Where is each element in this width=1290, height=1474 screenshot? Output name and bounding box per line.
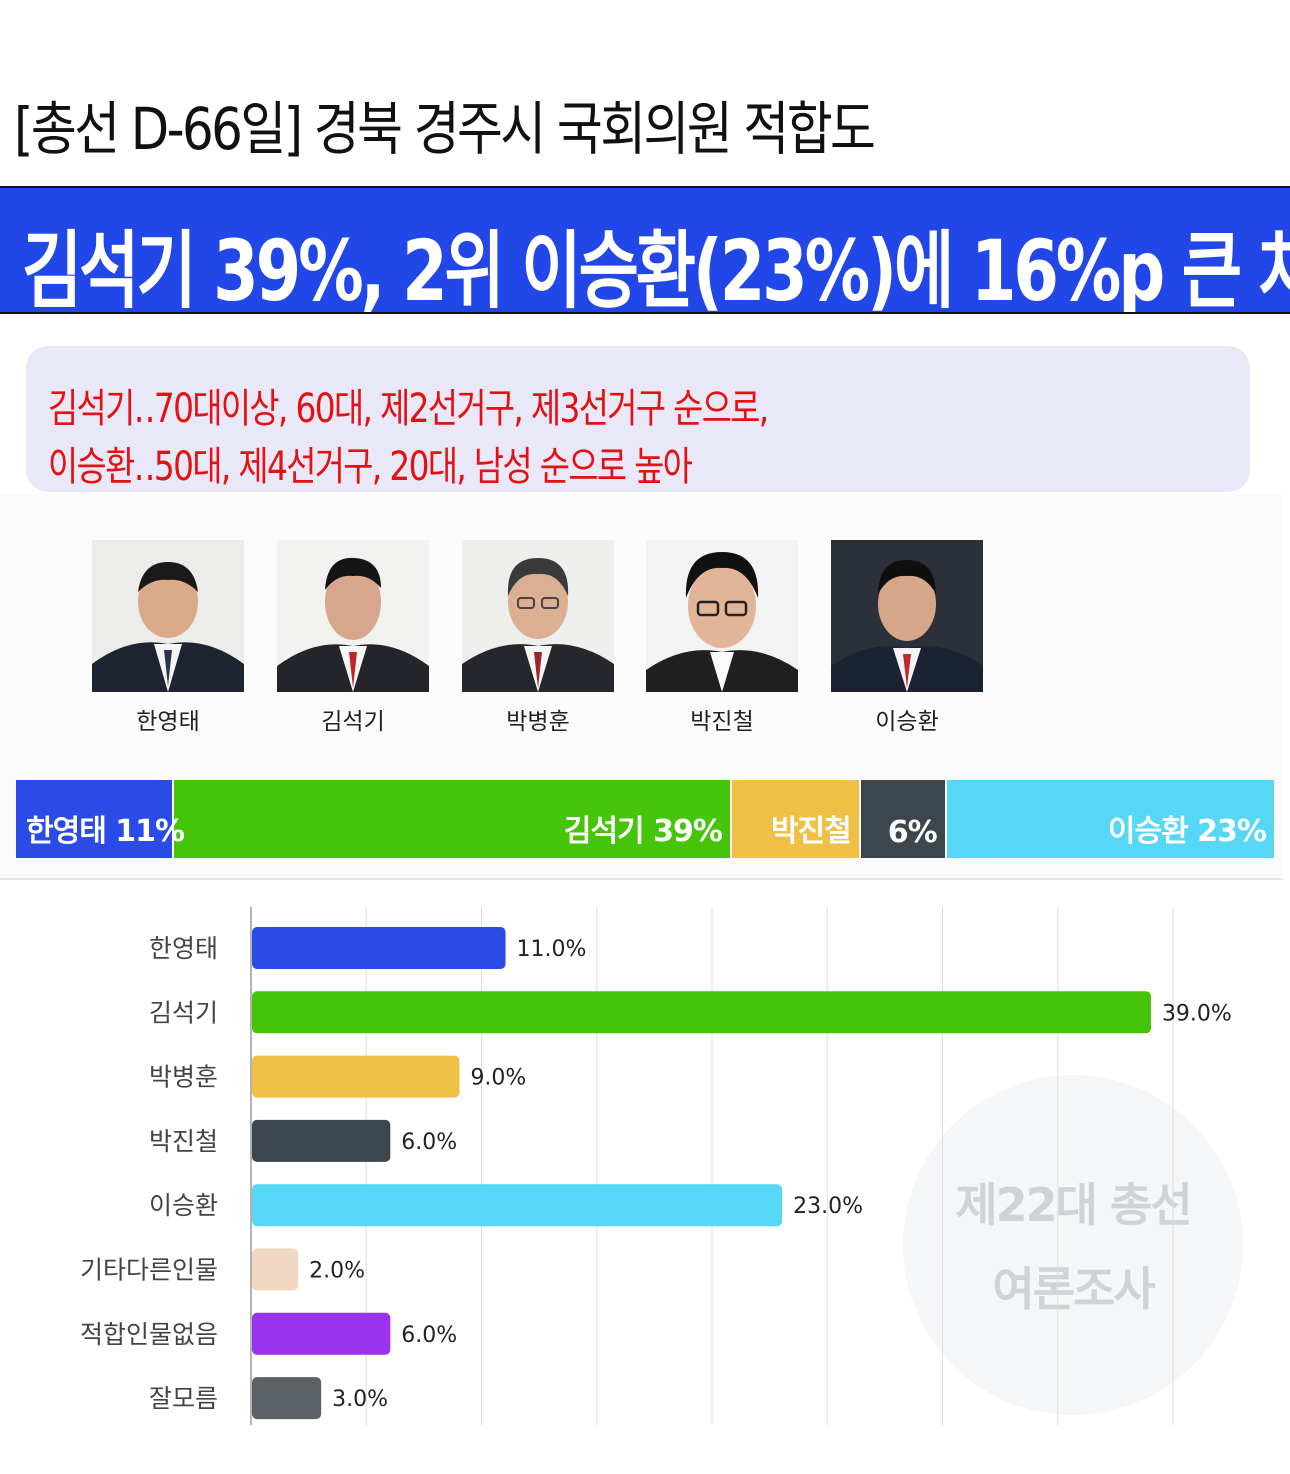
watermark-line-1: 제22대 총선 xyxy=(955,1178,1192,1232)
stacked-segment: 이승환 23% xyxy=(946,780,1274,858)
value-label: 6.0% xyxy=(401,1130,457,1155)
summary-line-2: 이승환‥50대, 제4선거구, 20대, 남성 순으로 높아 xyxy=(48,444,693,490)
category-label: 잘모름 xyxy=(149,1384,218,1413)
value-label: 39.0% xyxy=(1162,1001,1232,1026)
headline-text: 김석기 39%, 2위 이승환(23%)에 16%p 큰 차이 선두 xyxy=(22,222,1290,314)
candidate-name: 박병훈 xyxy=(506,709,570,735)
summary-line-1: 김석기‥70대이상, 60대, 제2선거구, 제3선거구 순으로, xyxy=(48,386,769,432)
value-label: 6.0% xyxy=(401,1323,457,1348)
category-label: 박병훈 xyxy=(149,1063,218,1092)
value-label: 11.0% xyxy=(517,937,587,962)
category-label: 박진철 xyxy=(149,1127,218,1156)
bar xyxy=(252,1312,391,1355)
candidate-name: 박진철 xyxy=(690,709,754,735)
category-label: 김석기 xyxy=(149,998,218,1027)
candidate-photo xyxy=(462,540,614,692)
stacked-segment-label: 박진철 xyxy=(770,814,852,849)
category-label: 한영태 xyxy=(149,934,218,963)
bar xyxy=(252,927,506,969)
stacked-share-bar: 한영태 11% 김석기 39% 박진철 6% 이승환 23% xyxy=(16,780,1276,858)
candidate-photo xyxy=(277,540,429,692)
value-label: 2.0% xyxy=(309,1259,365,1284)
category-label: 적합인물없음 xyxy=(80,1320,218,1349)
candidate-photo xyxy=(92,540,244,692)
candidate-name: 김석기 xyxy=(321,709,385,735)
stacked-segment: 김석기 39% xyxy=(173,780,730,858)
bar xyxy=(252,1055,460,1098)
bar xyxy=(252,1248,299,1291)
headline-banner: 김석기 39%, 2위 이승환(23%)에 16%p 큰 차이 선두 xyxy=(0,186,1290,314)
stacked-segment-label: 이승환 23% xyxy=(1107,814,1267,849)
candidate-photo xyxy=(646,540,798,692)
value-label: 3.0% xyxy=(332,1387,388,1412)
summary-box: 김석기‥70대이상, 60대, 제2선거구, 제3선거구 순으로, 이승환‥50… xyxy=(26,346,1250,492)
bar xyxy=(252,1184,783,1227)
value-label: 23.0% xyxy=(793,1194,863,1219)
category-label: 이승환 xyxy=(149,1191,218,1220)
survey-watermark: 제22대 총선 여론조사 xyxy=(903,1075,1243,1415)
bar xyxy=(252,1119,391,1162)
bar xyxy=(252,991,1151,1034)
value-label: 9.0% xyxy=(470,1066,526,1091)
bar xyxy=(252,1377,322,1420)
candidate-name: 한영태 xyxy=(136,709,200,735)
section-divider xyxy=(0,878,1283,880)
stacked-segment-label: 한영태 11% xyxy=(26,814,185,849)
candidate-bar-chart: 한영태 11.0% 김석기 39.0% 박병훈 9.0% 박진철 6.0% 이승환 23.0% 기타… xyxy=(80,907,1232,1425)
stacked-segment: 한영태 11% xyxy=(16,780,185,858)
page-title: [총선 D-66일] 경북 경주시 국회의원 적합도 xyxy=(14,95,876,163)
stacked-segment: 6% xyxy=(860,780,945,858)
watermark-line-2: 여론조사 xyxy=(992,1262,1155,1316)
stacked-segment-label: 6% xyxy=(887,815,938,850)
stacked-segment-label: 김석기 39% xyxy=(563,814,723,849)
candidate-name: 이승환 xyxy=(875,709,939,735)
category-label: 기타다른인물 xyxy=(80,1256,218,1285)
stacked-segment: 박진철 xyxy=(731,780,859,858)
candidate-photo xyxy=(831,540,983,692)
